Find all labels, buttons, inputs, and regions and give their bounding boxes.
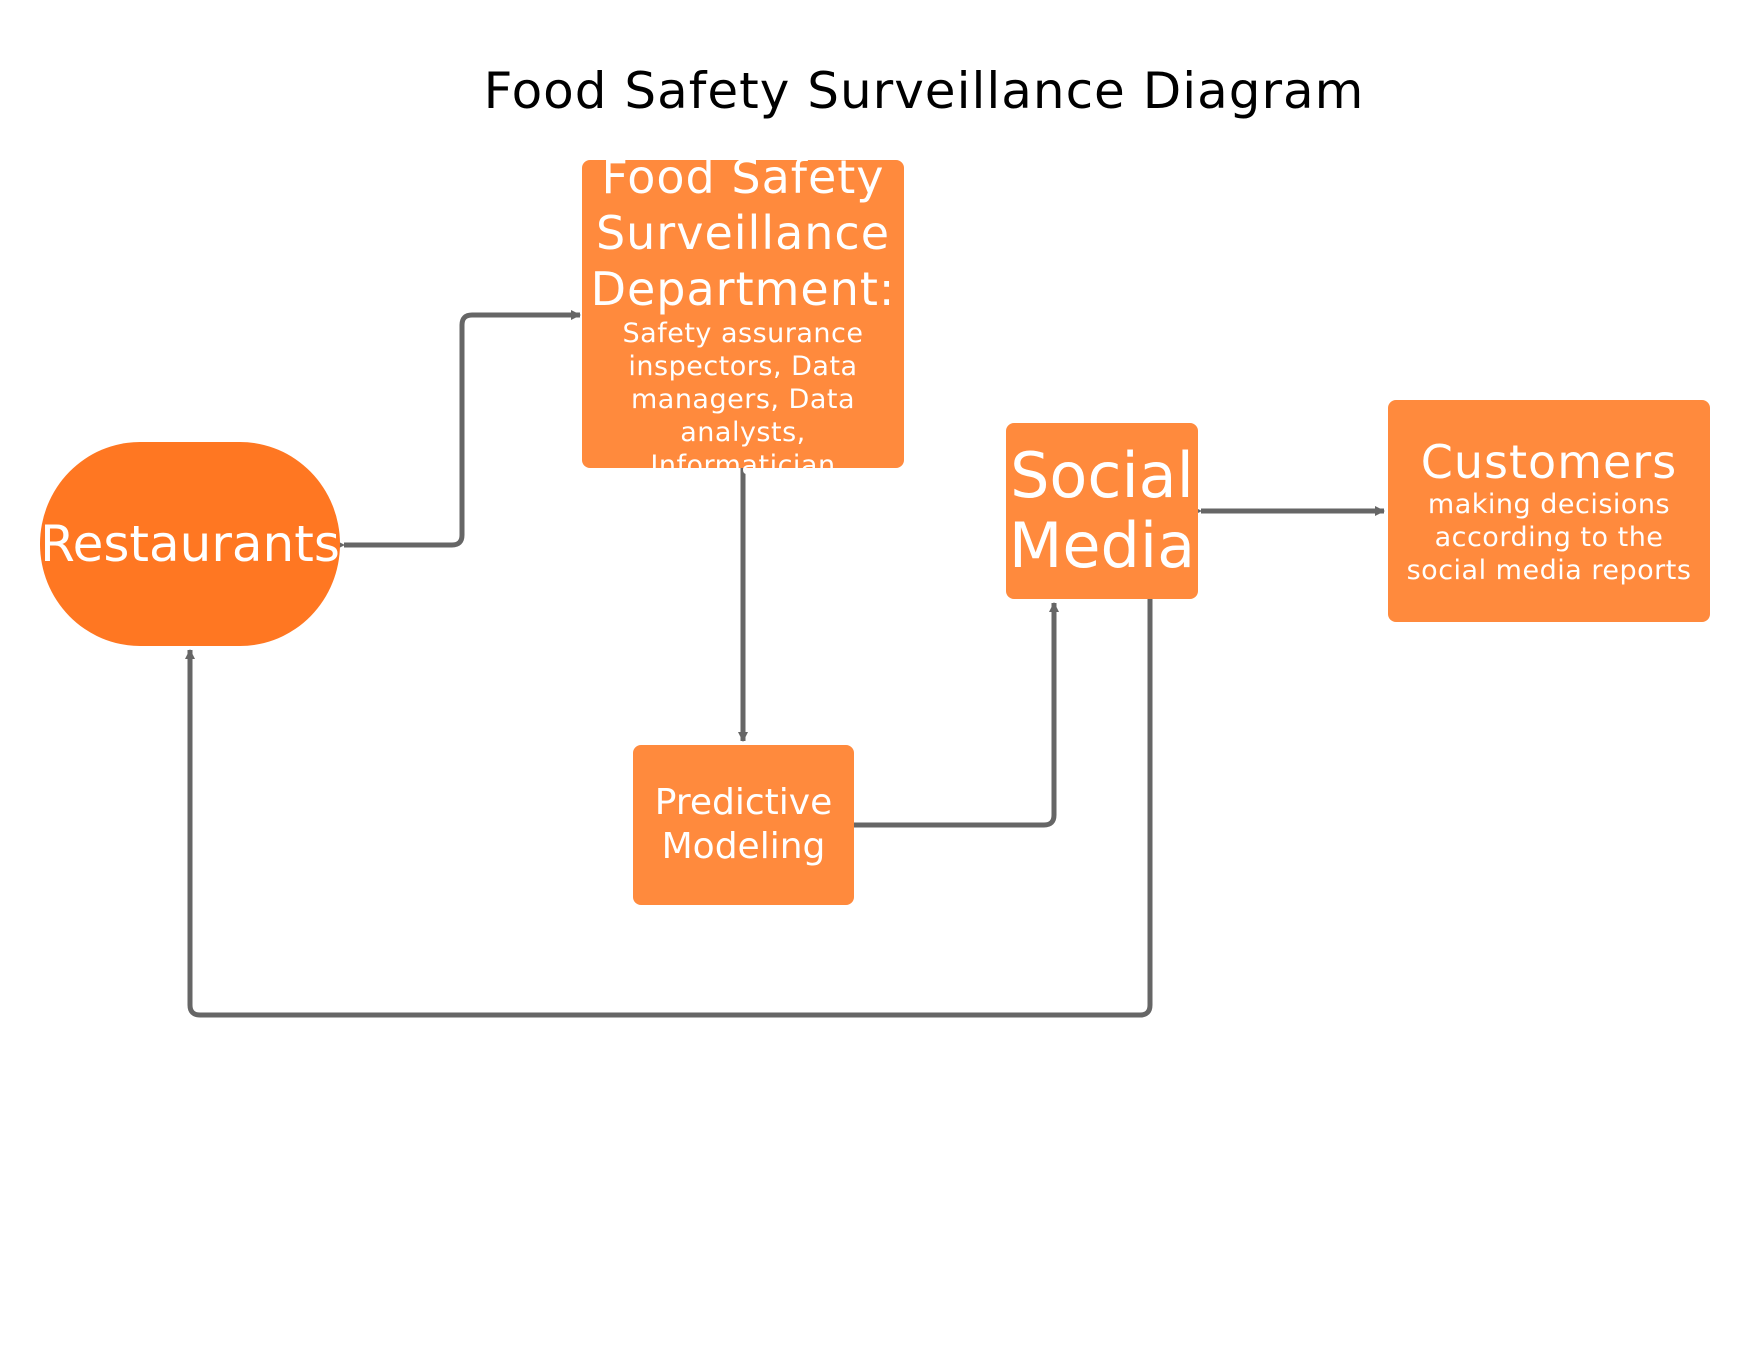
customers-detail: making decisions according to the social… (1406, 488, 1692, 586)
connector-social-restaurants (185, 599, 1153, 1018)
connector-predictive-social (854, 602, 1059, 828)
restaurants-node[interactable]: Restaurants (40, 442, 340, 646)
social-media-node[interactable]: Social Media (1006, 423, 1198, 599)
social-media-label: Social Media (1008, 439, 1196, 582)
predictive-modeling-node[interactable]: Predictive Modeling (633, 745, 854, 905)
restaurants-label: Restaurants (40, 515, 340, 573)
department-heading: Food Safety Surveillance Department: (590, 149, 896, 316)
customers-heading: Customers (1420, 434, 1678, 489)
department-node[interactable]: Food Safety Surveillance Department: Saf… (582, 150, 904, 481)
diagram-title: Food Safety Surveillance Diagram (483, 62, 1365, 120)
connector-restaurants-department (335, 310, 581, 550)
customers-node[interactable]: Customers making decisions according to … (1388, 400, 1710, 622)
department-detail: Safety assurance inspectors, Data manage… (622, 317, 864, 481)
predictive-modeling-label: Predictive Modeling (654, 782, 833, 867)
